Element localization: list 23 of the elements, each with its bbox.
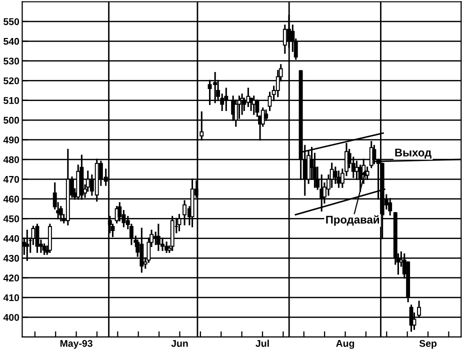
y-tick-label: 480: [3, 156, 20, 164]
y-tick-label: 490: [3, 136, 20, 144]
y-tick-label: 520: [4, 77, 20, 84]
y-tick-label: 540: [4, 38, 20, 45]
y-tick-label: 500: [4, 116, 20, 124]
x-tick-label: Sep: [419, 340, 437, 349]
y-tick-label: 510: [4, 97, 20, 104]
y-tick-label: 420: [3, 274, 20, 282]
y-tick-label: 470: [3, 176, 20, 183]
y-tick-label: 530: [4, 58, 20, 65]
y-tick-label: 450: [3, 215, 20, 222]
y-tick-label: 400: [3, 314, 20, 321]
x-tick-label: May-93: [60, 340, 92, 349]
x-tick-label: Aug: [336, 340, 354, 349]
y-tick-label: 440: [3, 235, 20, 242]
annotation: Выход: [395, 148, 432, 159]
x-tick-label: Jun: [171, 340, 188, 347]
y-tick-label: 410: [3, 294, 20, 302]
y-tick-label: 550: [4, 18, 20, 26]
y-tick-label: 430: [3, 254, 20, 262]
y-tick-label: 460: [3, 196, 20, 203]
annotation: Продавай: [326, 215, 379, 226]
x-tick-label: Jul: [256, 340, 269, 347]
